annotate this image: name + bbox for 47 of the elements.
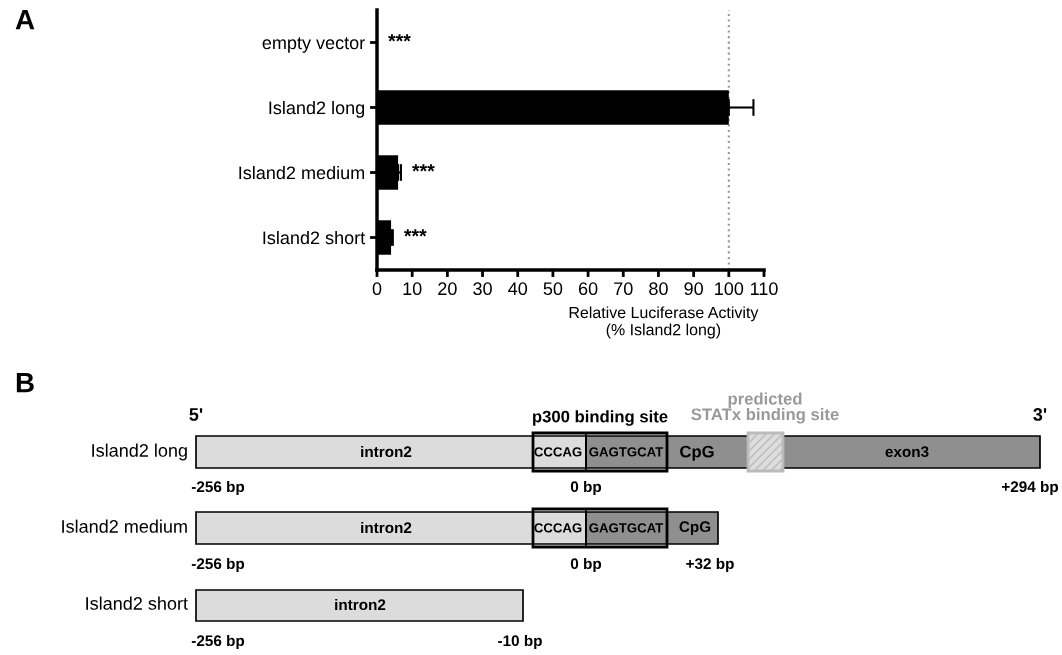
- x-tick-label: 90: [684, 282, 703, 296]
- text: B: [16, 373, 34, 393]
- x-tick-label: 110: [750, 282, 778, 296]
- x-tick-label: 70: [614, 282, 633, 296]
- x-tick-label: 50: [543, 282, 563, 296]
- annotation: ***: [388, 34, 411, 42]
- category-label: Island2 short: [86, 596, 188, 610]
- text: CpG: [679, 521, 711, 536]
- text: 3': [1033, 408, 1047, 421]
- x-axis-title: Relative Luciferase Activity (% Island2 long): [569, 306, 759, 339]
- text: A: [15, 10, 35, 30]
- category-label: Island2 long: [92, 443, 187, 461]
- text: intron2: [361, 445, 412, 458]
- y-tick-label: empty vector: [262, 37, 365, 53]
- text: +32 bp: [686, 557, 734, 573]
- y-tick-label: Island2 medium: [239, 165, 365, 180]
- text: 5': [189, 408, 203, 421]
- text: +294 bp: [1001, 480, 1059, 496]
- text: intron2: [335, 598, 386, 611]
- x-tick-label: 0: [372, 282, 382, 296]
- annotation: ***: [404, 229, 427, 237]
- text: intron2: [361, 521, 412, 534]
- text: -256 bp: [191, 480, 245, 496]
- x-tick-label: 10: [403, 282, 422, 296]
- text: p300 binding site: [533, 410, 668, 426]
- annotation: ***: [412, 164, 435, 172]
- text: CpG: [680, 445, 714, 461]
- text: -256 bp: [191, 557, 245, 573]
- text: predicted STATx binding site: [691, 392, 839, 424]
- category-label: Island2 medium: [62, 519, 187, 533]
- text: CCCAG: [534, 447, 582, 457]
- x-tick-label: 100: [715, 282, 744, 296]
- y-tick-label: Island2 short: [263, 230, 366, 245]
- x-tick-label: 20: [438, 282, 457, 296]
- x-tick-label: 60: [578, 282, 598, 296]
- text: -256 bp: [191, 634, 245, 650]
- x-tick-label: 40: [508, 282, 528, 296]
- text: 0 bp: [570, 557, 602, 573]
- y-tick-label: Island2 long: [269, 100, 365, 118]
- text: CCCAG: [534, 523, 582, 533]
- x-tick-label: 80: [649, 282, 668, 296]
- x-tick-label: 30: [473, 282, 492, 296]
- text: GAGTGCAT: [589, 447, 664, 457]
- text: exon3: [885, 446, 929, 458]
- text: GAGTGCAT: [589, 523, 664, 533]
- text: 0 bp: [570, 480, 602, 496]
- text: -10 bp: [498, 634, 542, 650]
